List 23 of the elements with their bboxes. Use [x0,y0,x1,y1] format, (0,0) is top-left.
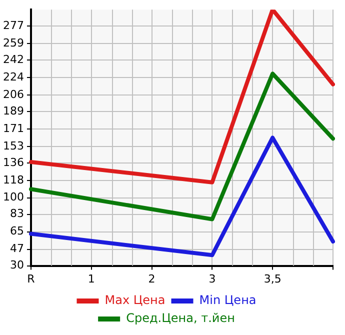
y-tick-label: 118 [2,173,24,186]
y-tick-label: 171 [2,122,24,135]
legend-label: Max Цена [104,293,166,308]
y-tick-label: 259 [2,36,24,50]
y-tick-label: 30 [10,258,24,272]
legend-label: Сред.Цена, т.йен [126,311,235,326]
legend-label: Min Цена [199,293,256,308]
x-tick-label: 2 [148,272,156,286]
y-tick-label: 136 [2,156,24,169]
y-tick-label: 189 [2,104,24,118]
x-tick-label: R [27,272,36,286]
y-tick-label: 65 [10,224,24,238]
y-tick-label: 83 [10,207,24,220]
x-tick-label: 3 [208,272,216,286]
y-tick-label: 224 [2,70,24,84]
x-tick-label: 3,5 [264,272,282,286]
y-tick-label: 277 [2,18,24,32]
y-tick-label: 100 [2,190,24,204]
x-tick-label: 1 [88,272,95,286]
y-tick-label: 47 [10,242,24,256]
y-tick-label: 206 [2,88,24,101]
y-tick-label: 153 [2,139,24,152]
y-tick-label: 242 [2,52,24,66]
